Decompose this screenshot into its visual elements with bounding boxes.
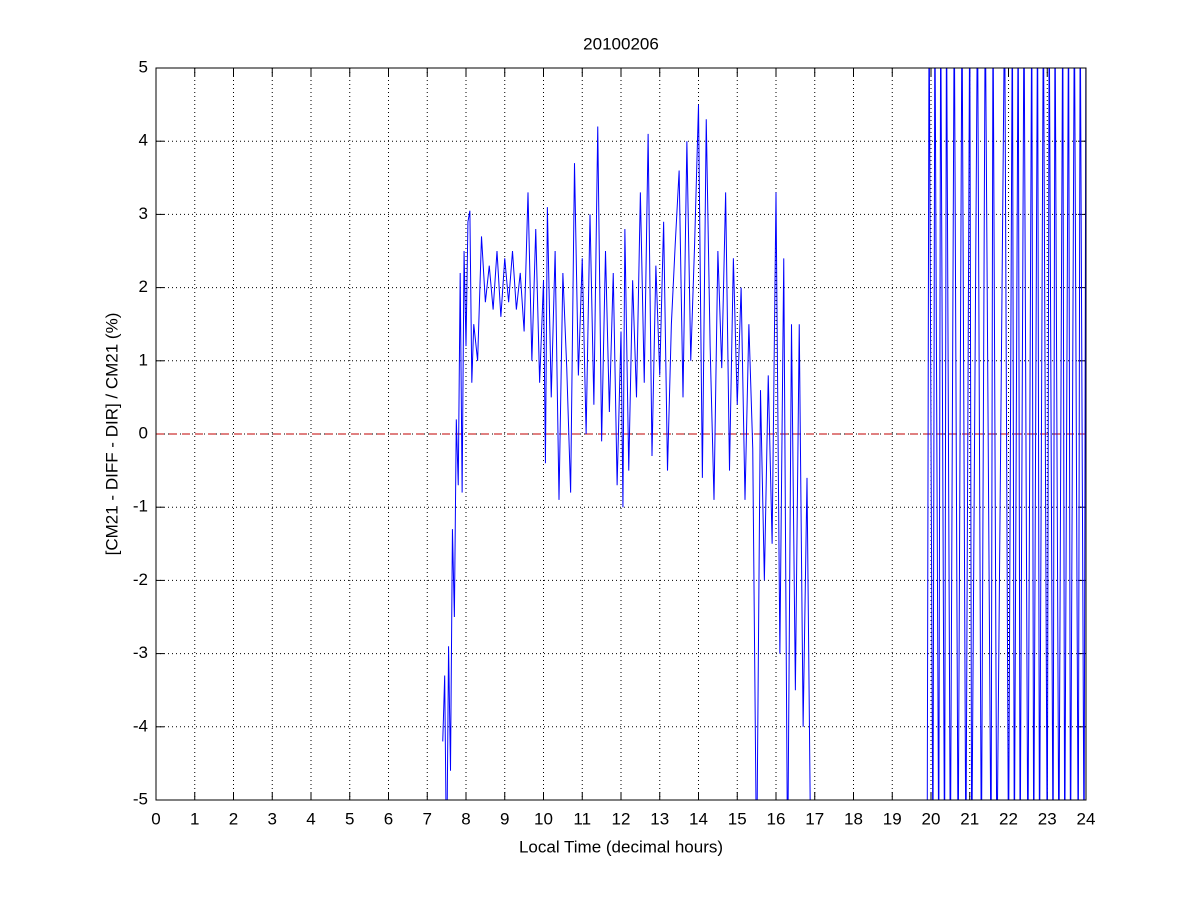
x-tick-label: 14: [689, 809, 708, 828]
y-tick-label: 1: [139, 350, 148, 369]
y-tick-label: 2: [139, 277, 148, 296]
x-axis-label: Local Time (decimal hours): [519, 837, 723, 856]
x-tick-label: 4: [306, 809, 315, 828]
x-tick-label: 2: [229, 809, 238, 828]
x-tick-label: 22: [999, 809, 1018, 828]
y-tick-label: 5: [139, 57, 148, 76]
y-tick-label: -4: [133, 716, 148, 735]
x-tick-label: 17: [805, 809, 824, 828]
x-tick-label: 8: [461, 809, 470, 828]
chart-title: 20100206: [583, 34, 659, 53]
y-tick-label: 0: [139, 423, 148, 442]
y-tick-label: -3: [133, 643, 148, 662]
x-tick-label: 13: [650, 809, 669, 828]
x-tick-label: 9: [500, 809, 509, 828]
x-tick-label: 12: [612, 809, 631, 828]
axes-box: [155, 67, 1087, 801]
x-tick-label: 15: [728, 809, 747, 828]
x-tick-label: 3: [268, 809, 277, 828]
x-tick-label: 20: [922, 809, 941, 828]
x-tick-label: 24: [1077, 809, 1096, 828]
plot-area: [156, 68, 1086, 800]
x-tick-label: 7: [423, 809, 432, 828]
x-tick-label: 6: [384, 809, 393, 828]
y-tick-label: -1: [133, 497, 148, 516]
x-tick-label: 1: [190, 809, 199, 828]
x-tick-label: 10: [534, 809, 553, 828]
x-tick-label: 11: [573, 809, 591, 828]
x-tick-label: 16: [767, 809, 786, 828]
x-tick-label: 0: [151, 809, 160, 828]
y-tick-label: -2: [133, 570, 148, 589]
x-tick-label: 23: [1038, 809, 1057, 828]
y-tick-label: 3: [139, 204, 148, 223]
x-tick-label: 21: [960, 809, 979, 828]
x-tick-label: 19: [883, 809, 902, 828]
y-tick-label: 4: [139, 131, 148, 150]
y-tick-label: -5: [133, 789, 148, 808]
data-line: [442, 68, 1086, 800]
y-axis-label: [CM21 - DIFF - DIR] / CM21 (%): [102, 313, 121, 556]
x-tick-label: 5: [345, 809, 354, 828]
x-tick-label: 18: [844, 809, 863, 828]
